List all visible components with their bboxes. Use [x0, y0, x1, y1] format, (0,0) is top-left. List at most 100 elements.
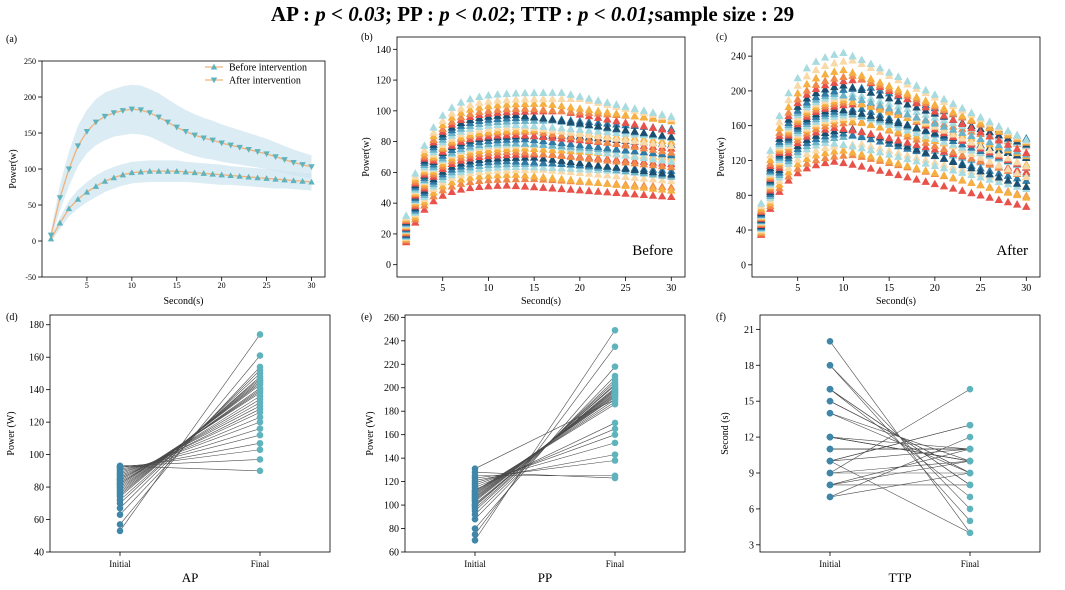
data-point [502, 95, 511, 104]
data-point [191, 169, 198, 176]
data-point [1022, 172, 1031, 180]
data-point [894, 101, 903, 110]
data-point [566, 107, 575, 115]
data-point [912, 175, 921, 183]
data-point [511, 104, 521, 112]
data-point [47, 232, 55, 239]
data-point [930, 134, 940, 142]
data-point [146, 110, 154, 117]
data-point [912, 128, 921, 137]
data-point [930, 168, 940, 177]
data-point [465, 183, 475, 192]
data-point [56, 195, 64, 201]
y-axis-label: Power(w) [8, 149, 19, 188]
data-point [603, 170, 612, 179]
data-point [520, 170, 530, 179]
pair-line [119, 459, 261, 467]
data-point [548, 155, 557, 163]
data-point [912, 145, 921, 153]
data-point [830, 67, 839, 75]
data-point [475, 182, 484, 191]
data-point [857, 139, 866, 148]
data-point [254, 174, 261, 181]
data-point [930, 119, 940, 127]
data-point [438, 185, 447, 194]
data-point [484, 181, 493, 190]
final-point [966, 433, 974, 441]
data-point [511, 120, 521, 128]
x-tick-label: Initial [819, 559, 841, 569]
data-point [593, 126, 603, 135]
final-point [611, 363, 619, 370]
x-tick-label: 25 [621, 283, 631, 294]
y-tick-label: 140 [376, 45, 391, 56]
pair-line [474, 460, 616, 479]
data-point [875, 166, 885, 174]
data-point [839, 76, 848, 85]
legend-marker [210, 63, 218, 70]
data-point [502, 174, 511, 183]
data-point [784, 102, 793, 111]
data-point [1003, 126, 1013, 135]
data-point [884, 150, 894, 158]
data-point [839, 158, 848, 167]
data-point [566, 175, 575, 184]
data-point [921, 110, 930, 118]
data-point [921, 148, 930, 156]
final-point [611, 451, 619, 458]
y-tick-label: 12 [744, 433, 754, 444]
data-point [958, 168, 967, 176]
data-point [1022, 167, 1031, 176]
data-point [894, 152, 903, 160]
final-point [966, 517, 974, 525]
data-point [939, 171, 949, 179]
initial-point [116, 504, 124, 512]
data-point [648, 123, 658, 131]
pair-line [119, 334, 261, 532]
data-point [811, 92, 821, 101]
data-point [648, 108, 658, 116]
data-point [903, 141, 912, 150]
data-point [65, 166, 73, 173]
data-point [639, 166, 649, 175]
data-point [272, 175, 279, 182]
pair-line [474, 422, 616, 491]
data-point [784, 167, 793, 176]
data-point [639, 147, 649, 156]
data-point [74, 196, 82, 202]
data-point [884, 107, 894, 116]
data-point [593, 187, 603, 195]
data-point [1003, 164, 1013, 173]
data-point [930, 151, 940, 159]
data-point [830, 139, 839, 147]
pair-line [474, 471, 616, 479]
data-point [976, 134, 985, 143]
data-point [994, 149, 1004, 158]
data-point [793, 164, 802, 172]
data-point [976, 180, 985, 189]
y-axis-label: Power (W) [365, 411, 376, 455]
final-point [611, 431, 619, 438]
data-point [308, 164, 315, 171]
data-point [539, 158, 548, 166]
data-point [1012, 179, 1022, 187]
data-point [520, 157, 530, 165]
data-point [584, 159, 594, 168]
panel-e-chart: 60 80 100 120 140 160 180 200 220 240 260 Initial Fi… [361, 312, 686, 585]
data-point [994, 140, 1004, 149]
data-point [820, 69, 830, 78]
data-point [648, 129, 658, 138]
data-point [639, 143, 649, 152]
data-point [866, 74, 876, 83]
title-part: p < 0.02 [439, 2, 509, 26]
data-point [667, 112, 676, 120]
data-point [529, 157, 539, 166]
pair-line [119, 402, 261, 481]
data-point [1003, 140, 1013, 148]
data-point [173, 167, 180, 174]
y-axis-label: Second (s) [720, 412, 731, 455]
data-point [621, 125, 630, 134]
y-tick-label: 200 [24, 93, 36, 102]
data-point [465, 94, 475, 103]
data-point [630, 111, 639, 120]
